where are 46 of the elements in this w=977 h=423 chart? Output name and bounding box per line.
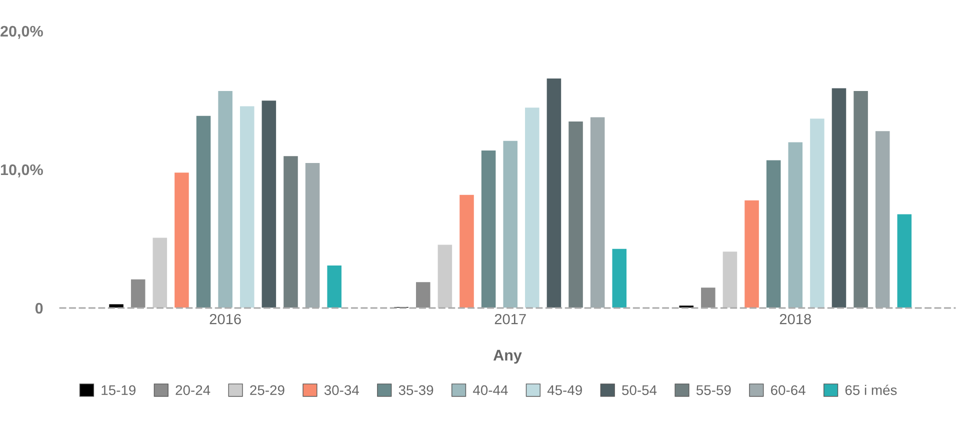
bar bbox=[787, 141, 804, 308]
y-tick-label: 0 bbox=[35, 302, 43, 314]
bar bbox=[722, 250, 738, 308]
x-axis-title: Any bbox=[493, 350, 522, 364]
legend-label: 30-34 bbox=[324, 385, 359, 396]
bar bbox=[568, 120, 584, 308]
x-tick-label: 2016 bbox=[210, 314, 241, 324]
bar bbox=[108, 303, 124, 308]
bar bbox=[196, 115, 212, 308]
legend-label: 35-39 bbox=[398, 385, 434, 396]
bar bbox=[480, 150, 497, 308]
bar bbox=[831, 87, 847, 308]
y-tick-label: 10,0% bbox=[0, 164, 43, 178]
legend-label: 50-54 bbox=[622, 385, 657, 396]
bar bbox=[502, 140, 518, 308]
bar bbox=[458, 194, 475, 308]
legend-label: 40-44 bbox=[472, 385, 508, 396]
bar bbox=[546, 78, 562, 308]
bar bbox=[852, 90, 869, 308]
bar bbox=[809, 118, 826, 308]
bar bbox=[611, 248, 628, 308]
bar bbox=[326, 264, 342, 308]
bar bbox=[744, 200, 760, 308]
bar bbox=[152, 236, 168, 308]
x-tick-label: 2018 bbox=[780, 314, 811, 324]
bar bbox=[415, 281, 432, 308]
legend-label: 60-64 bbox=[771, 385, 806, 396]
legend-label: 45-49 bbox=[547, 385, 582, 396]
bar bbox=[766, 159, 782, 308]
bar bbox=[217, 90, 234, 308]
bar bbox=[174, 172, 190, 308]
y-tick-label: 20,0% bbox=[0, 26, 43, 39]
legend-label: 65 i més bbox=[845, 384, 897, 396]
bar bbox=[436, 244, 453, 308]
x-tick-label: 2017 bbox=[494, 314, 526, 324]
bar bbox=[524, 106, 540, 308]
legend-label: 55-59 bbox=[696, 385, 731, 396]
bar bbox=[700, 286, 716, 308]
bar bbox=[130, 278, 146, 308]
bar bbox=[896, 213, 912, 308]
bar bbox=[260, 100, 277, 308]
legend-label: 15-19 bbox=[102, 385, 136, 396]
legend-label: 25-29 bbox=[250, 385, 284, 396]
bar bbox=[239, 105, 256, 308]
bar bbox=[282, 155, 299, 308]
legend-label: 20-24 bbox=[176, 385, 210, 396]
